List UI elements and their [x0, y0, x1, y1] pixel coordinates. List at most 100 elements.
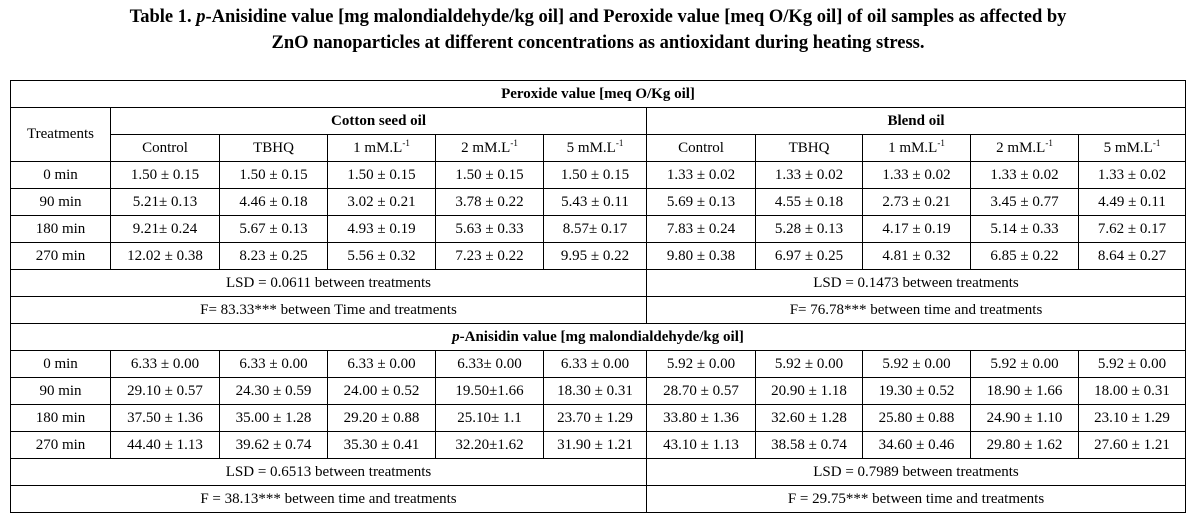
anisidine-row: 180 min 37.50 ± 1.36 35.00 ± 1.28 29.20 ± 0… [10, 404, 1187, 432]
column-header-label: 1 mM.L [888, 139, 938, 156]
peroxide-value-cell: 6.97 ± 0.25 [755, 242, 863, 270]
column-header-exponent: -1 [1152, 137, 1161, 148]
anisidine-value-cell: 25.80 ± 0.88 [862, 404, 971, 432]
peroxide-value-cell: 1.50 ± 0.15 [110, 161, 220, 189]
peroxide-row: 0 min 1.50 ± 0.15 1.50 ± 0.15 1.50 ± 0.15 1.… [10, 161, 1187, 189]
peroxide-value-cell: 4.49 ± 0.11 [1077, 188, 1187, 216]
column-header-label: TBHQ [253, 139, 294, 156]
anisidine-value-cell: 18.90 ± 1.66 [970, 377, 1079, 405]
caption-line-2: ZnO nanoparticles at different concentra… [271, 33, 925, 53]
column-header-blend-4: 2 mM.L-1 [970, 134, 1079, 162]
column-header-label: 2 mM.L [461, 139, 511, 156]
anisidine-title-p: p [452, 328, 460, 345]
peroxide-title-row: Peroxide value [meq O/Kg oil] [9, 80, 1187, 108]
anisidine-value-cell: 19.30 ± 0.52 [862, 377, 971, 405]
anisidine-value-cell: 6.33± 0.00 [435, 350, 544, 378]
anisidine-value-cell: 25.10± 1.1 [435, 404, 544, 432]
anisidine-value-cell: 6.33 ± 0.00 [219, 350, 328, 378]
anisidine-value-cell: 20.90 ± 1.18 [755, 377, 863, 405]
peroxide-value-cell: 5.67 ± 0.13 [219, 215, 328, 243]
results-table: Peroxide value [meq O/Kg oil] Treatments… [9, 80, 1187, 513]
peroxide-value-cell: 4.93 ± 0.19 [327, 215, 436, 243]
peroxide-value-cell: 9.95 ± 0.22 [543, 242, 647, 270]
peroxide-time-cell: 270 min [10, 242, 111, 270]
peroxide-value-cell: 5.43 ± 0.11 [543, 188, 647, 216]
peroxide-f-blend: F= 76.78*** between time and treatments [645, 296, 1187, 324]
anisidine-title-row: p-Anisidin value [mg malondialdehyde/kg … [9, 323, 1187, 351]
peroxide-title: Peroxide value [meq O/Kg oil] [9, 80, 1187, 108]
anisidine-value-cell: 6.33 ± 0.00 [543, 350, 647, 378]
column-header-label: Control [678, 139, 724, 156]
anisidine-row: 90 min 29.10 ± 0.57 24.30 ± 0.59 24.00 ± 0.… [10, 377, 1187, 405]
anisidine-value-cell: 6.33 ± 0.00 [327, 350, 436, 378]
peroxide-time-cell: 180 min [10, 215, 111, 243]
anisidine-value-cell: 5.92 ± 0.00 [1077, 350, 1187, 378]
peroxide-value-cell: 1.50 ± 0.15 [327, 161, 436, 189]
column-header-label: TBHQ [788, 139, 830, 156]
column-header-cotton-2: TBHQ [219, 134, 328, 162]
anisidine-value-cell: 43.10 ± 1.13 [646, 431, 756, 459]
anisidine-value-cell: 6.33 ± 0.00 [110, 350, 220, 378]
peroxide-row: 180 min 9.21± 0.24 5.67 ± 0.13 4.93 ± 0.19 5… [10, 215, 1187, 243]
anisidine-value-cell: 29.10 ± 0.57 [110, 377, 220, 405]
peroxide-value-cell: 3.02 ± 0.21 [327, 188, 436, 216]
peroxide-f-cotton: F= 83.33*** between Time and treatments [10, 296, 647, 324]
column-header-exponent: -1 [1045, 137, 1053, 148]
anisidine-lsd-cotton: LSD = 0.6513 between treatments [10, 458, 647, 486]
peroxide-value-cell: 5.21± 0.13 [110, 188, 220, 216]
column-header-label: 5 mM.L [1103, 139, 1153, 156]
anisidine-title: p-Anisidin value [mg malondialdehyde/kg … [9, 323, 1187, 351]
peroxide-lsd-blend: LSD = 0.1473 between treatments [645, 269, 1187, 297]
column-header-exponent: -1 [937, 137, 945, 148]
table-caption: Table 1. p-Anisidine value [mg malondial… [0, 4, 1196, 56]
column-header-blend-5: 5 mM.L-1 [1077, 134, 1187, 162]
anisidine-value-cell: 33.80 ± 1.36 [646, 404, 756, 432]
peroxide-row: 270 min 12.02 ± 0.38 8.23 ± 0.25 5.56 ± 0.3… [10, 242, 1187, 270]
blend-oil-header: Blend oil [645, 107, 1187, 135]
anisidine-title-rest: -Anisidin value [mg malondialdehyde/kg o… [459, 328, 744, 345]
anisidine-value-cell: 23.10 ± 1.29 [1077, 404, 1187, 432]
column-header-label: Control [142, 139, 188, 156]
column-header-cotton-3: 1 mM.L-1 [327, 134, 436, 162]
caption-line1-rest: -Anisidine value [mg malondialdehyde/kg … [205, 7, 1067, 27]
caption-p-letter: p [196, 7, 206, 27]
anisidine-value-cell: 24.30 ± 0.59 [219, 377, 328, 405]
peroxide-row: 90 min 5.21± 0.13 4.46 ± 0.18 3.02 ± 0.21 3.… [10, 188, 1187, 216]
anisidine-time-cell: 90 min [10, 377, 111, 405]
column-header-cotton-1: Control [110, 134, 220, 162]
peroxide-value-cell: 4.81 ± 0.32 [862, 242, 971, 270]
anisidine-row: 270 min 44.40 ± 1.13 39.62 ± 0.74 35.30 ± 0… [10, 431, 1187, 459]
peroxide-value-cell: 5.14 ± 0.33 [970, 215, 1079, 243]
anisidine-value-cell: 19.50±1.66 [435, 377, 544, 405]
peroxide-value-cell: 4.55 ± 0.18 [755, 188, 863, 216]
anisidine-value-cell: 34.60 ± 0.46 [862, 431, 971, 459]
anisidine-f-cotton: F = 38.13*** between time and treatments [10, 485, 647, 513]
peroxide-value-cell: 1.33 ± 0.02 [1077, 161, 1187, 189]
column-header-label: 2 mM.L [996, 139, 1046, 156]
anisidine-f-blend: F = 29.75*** between time and treatments [645, 485, 1187, 513]
peroxide-value-cell: 5.69 ± 0.13 [646, 188, 756, 216]
anisidine-value-cell: 39.62 ± 0.74 [219, 431, 328, 459]
anisidine-value-cell: 24.00 ± 0.52 [327, 377, 436, 405]
oil-group-row: Treatments Cotton seed oil Blend oil [10, 107, 1187, 162]
anisidine-lsd-row: LSD = 0.6513 between treatments LSD = 0.7… [10, 458, 1187, 486]
peroxide-value-cell: 8.57± 0.17 [543, 215, 647, 243]
peroxide-value-cell: 4.17 ± 0.19 [862, 215, 971, 243]
anisidine-value-cell: 5.92 ± 0.00 [646, 350, 756, 378]
peroxide-value-cell: 1.33 ± 0.02 [646, 161, 756, 189]
column-header-blend-1: Control [646, 134, 756, 162]
column-header-row: Control TBHQ 1 mM.L-1 2 mM.L-1 5 mM.L-1 Contr… [11, 134, 1187, 162]
anisidine-value-cell: 27.60 ± 1.21 [1077, 431, 1187, 459]
column-header-label: 5 mM.L [566, 139, 616, 156]
treatments-header: Treatments [10, 107, 111, 162]
peroxide-value-cell: 1.33 ± 0.02 [755, 161, 863, 189]
peroxide-lsd-row: LSD = 0.0611 between treatments LSD = 0.1… [10, 269, 1187, 297]
peroxide-value-cell: 9.21± 0.24 [110, 215, 220, 243]
peroxide-time-cell: 90 min [10, 188, 111, 216]
peroxide-value-cell: 1.50 ± 0.15 [435, 161, 544, 189]
column-header-exponent: -1 [510, 137, 518, 148]
anisidine-value-cell: 18.00 ± 0.31 [1077, 377, 1187, 405]
column-header-exponent: -1 [615, 137, 624, 148]
peroxide-value-cell: 8.64 ± 0.27 [1077, 242, 1187, 270]
peroxide-value-cell: 7.62 ± 0.17 [1077, 215, 1187, 243]
